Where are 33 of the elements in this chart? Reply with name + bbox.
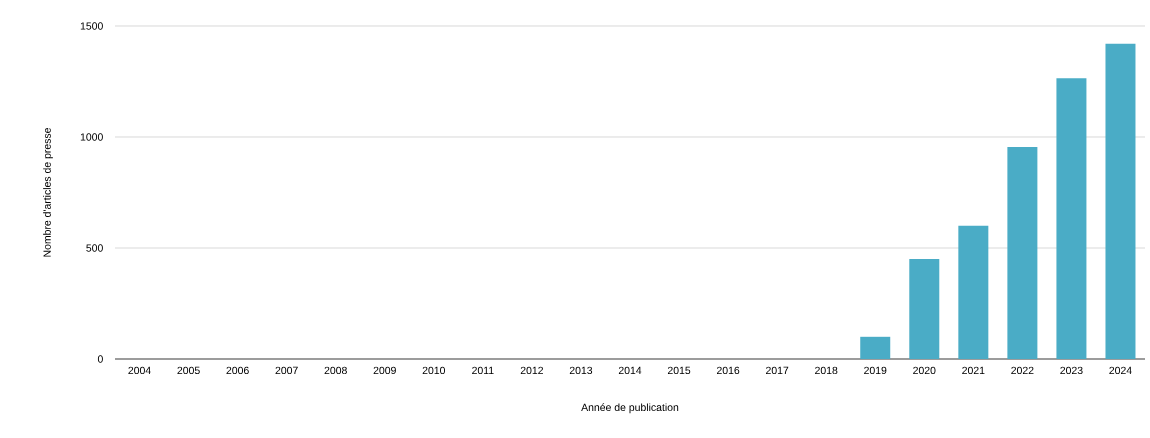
bar [860, 336, 891, 359]
x-tick-label: 2018 [815, 366, 838, 375]
y-tick-label: 500 [86, 244, 103, 252]
x-tick-label: 2017 [766, 366, 789, 375]
x-tick-label: 2020 [913, 366, 936, 375]
x-tick-label: 2004 [128, 366, 151, 375]
x-tick-label: 2013 [569, 366, 593, 375]
x-tick-label: 2007 [275, 366, 298, 375]
x-tick-label: 2006 [226, 366, 249, 375]
y-tick-label: 1000 [80, 133, 103, 141]
x-tick-label: 2009 [373, 366, 396, 375]
bar [958, 225, 989, 359]
x-tick-label: 2015 [667, 366, 691, 375]
y-tick-label: 0 [97, 355, 103, 363]
x-tick-label: 2008 [324, 366, 347, 375]
x-tick-label: 2012 [520, 366, 543, 375]
x-tick-label: 2010 [422, 366, 446, 375]
bar [909, 259, 940, 359]
y-axis-title: Nombre d'articles de presse [43, 128, 53, 257]
x-axis-title: Année de publication [581, 403, 679, 414]
bar [1056, 78, 1087, 359]
x-tick-label: 2019 [864, 366, 887, 375]
x-tick-label: 2016 [716, 366, 740, 375]
x-tick-label: 2014 [618, 366, 642, 375]
x-tick-label: 2022 [1011, 366, 1034, 375]
x-tick-label: 2021 [962, 366, 985, 375]
x-tick-label: 2005 [177, 366, 200, 375]
x-tick-label: 2023 [1060, 366, 1083, 375]
x-tick-label: 2024 [1109, 366, 1132, 375]
y-tick-label: 1500 [80, 22, 103, 30]
bar [1105, 43, 1136, 359]
bar [1007, 146, 1038, 359]
x-tick-label: 2011 [472, 366, 494, 375]
